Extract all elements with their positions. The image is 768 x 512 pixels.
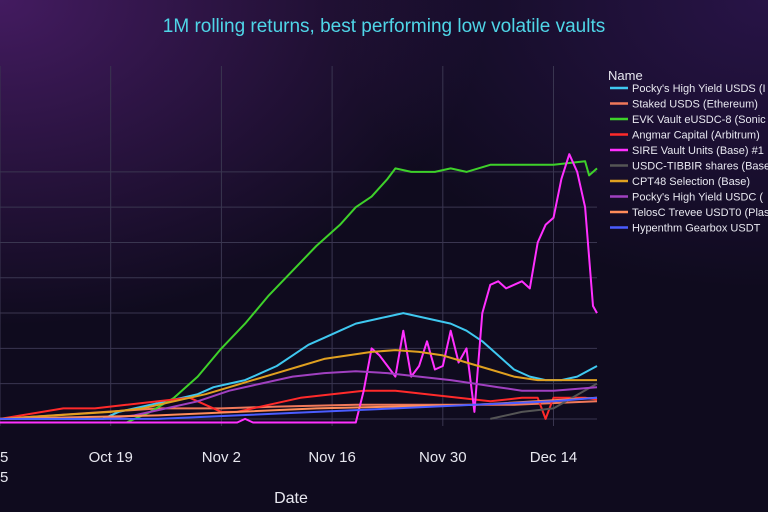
series-line-9 (0, 396, 598, 420)
x-tick-label: Dec 14 (530, 449, 578, 466)
series-line-6 (0, 349, 597, 420)
legend-entry-3[interactable]: Angmar Capital (Arbitrum) (632, 130, 760, 142)
legend-entry-8[interactable]: TelosC Trevee USDT0 (Plas (632, 207, 768, 219)
x-axis-title: Date (274, 490, 308, 507)
legend-entry-6[interactable]: CPT48 Selection (Base) (632, 176, 750, 188)
x-tick-label: Nov 16 (308, 449, 356, 466)
grid-lines (0, 66, 597, 426)
series-line-4 (0, 153, 598, 424)
x-tick-label: Nov 2 (202, 449, 241, 466)
series-line-7 (102, 370, 598, 420)
x-tick-label: Oct 19 (89, 449, 133, 466)
legend-entry-9[interactable]: Hypenthm Gearbox USDT (632, 223, 761, 235)
legend-entry-0[interactable]: Pocky's High Yield USDS (I (632, 83, 766, 95)
legend[interactable]: Name Pocky's High Yield USDS (I Staked US… (608, 68, 768, 235)
legend-entry-1[interactable]: Staked USDS (Ethereum) (632, 99, 758, 111)
x-tick-label: 5 (0, 449, 8, 466)
legend-title: Name (608, 68, 643, 83)
legend-entry-2[interactable]: EVK Vault eUSDC-8 (Sonic (632, 114, 766, 126)
x-tick-sublabel: 5 (0, 469, 8, 486)
series-lines (0, 153, 598, 424)
legend-entry-7[interactable]: Pocky's High Yield USDC ( (632, 192, 763, 204)
series-line-2 (126, 160, 598, 424)
series-line-5 (490, 382, 598, 420)
legend-entry-4[interactable]: SIRE Vault Units (Base) #1 (632, 145, 764, 157)
x-tick-label: Nov 30 (419, 449, 467, 466)
series-line-3 (0, 389, 598, 420)
legend-entry-5[interactable]: USDC-TIBBIR shares (Base (632, 161, 768, 173)
chart-title: 1M rolling returns, best performing low … (163, 16, 605, 37)
x-tick-labels: 5 5 Oct 19 Nov 2 Nov 16 Nov 30 Dec 14 (0, 449, 577, 486)
